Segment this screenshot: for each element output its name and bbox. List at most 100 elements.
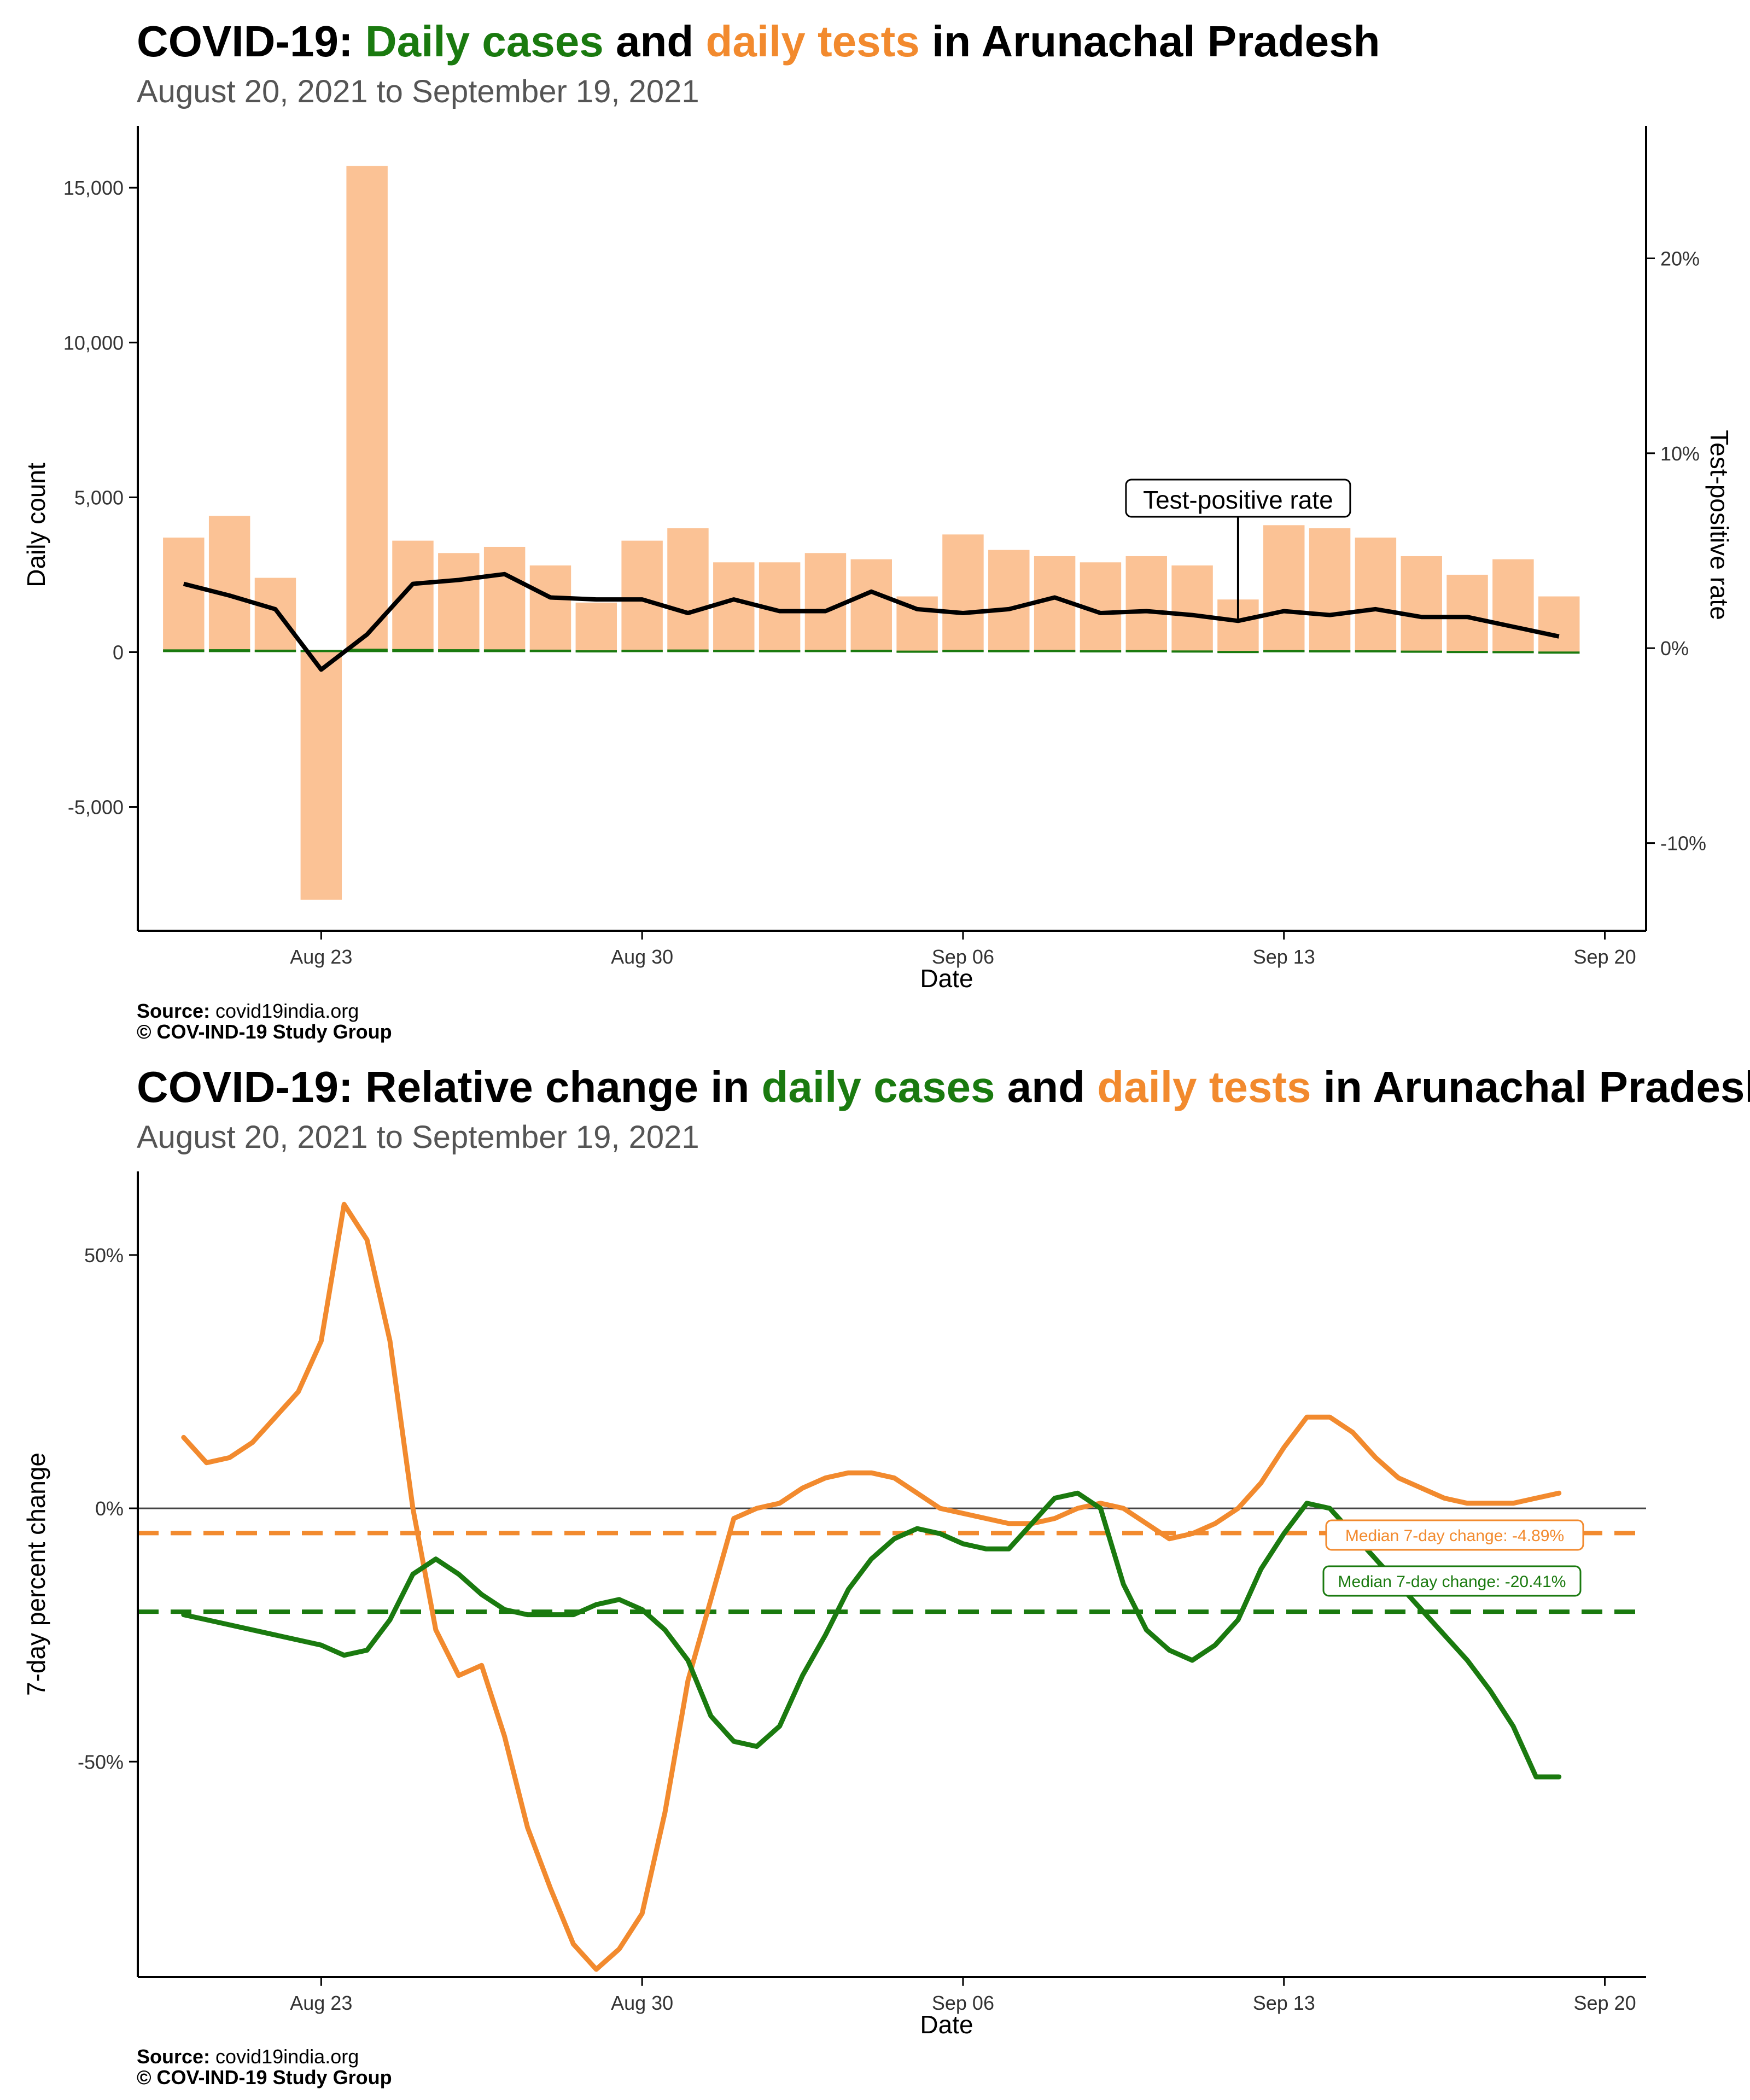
chart1-title-cases: Daily cases <box>365 17 604 66</box>
chart1-title-part-a: COVID-19: <box>137 17 365 66</box>
chart2-title-part-a: COVID-19: Relative change in <box>137 1063 762 1111</box>
tests-bar <box>1125 556 1167 652</box>
tests-bar <box>1446 574 1488 652</box>
y2-axis-label: Test-positive rate <box>1705 430 1734 620</box>
cases-bar <box>208 649 250 652</box>
y-axis-label: 7-day percent change <box>22 1452 50 1696</box>
annotation-label: Test-positive rate <box>1143 486 1333 514</box>
tests-bar <box>163 537 205 652</box>
y-tick-label: 0 <box>113 641 124 663</box>
cases-bar <box>1355 650 1397 653</box>
cases-bar <box>1309 650 1351 653</box>
cases-bar <box>254 649 296 652</box>
chart1-subtitle: August 20, 2021 to September 19, 2021 <box>137 74 699 109</box>
median-label: Median 7-day change: -20.41% <box>1338 1573 1566 1591</box>
annotation-box <box>1125 479 1351 518</box>
tests-bar <box>804 553 847 652</box>
chart1-source-label: Source: <box>137 1000 211 1022</box>
cases-bar <box>1446 651 1488 654</box>
chart2-title-part-e: in Arunachal Pradesh <box>1311 1063 1750 1111</box>
median-label-box <box>1322 1565 1582 1597</box>
chart2-source-label: Source: <box>137 2045 211 2068</box>
x-tick-label: Aug 23 <box>290 1992 352 2014</box>
x-tick-label: Aug 30 <box>611 1992 673 2014</box>
cases-bar <box>163 649 205 652</box>
chart2-title-tests: daily tests <box>1097 1063 1311 1111</box>
y2-tick-label: 0% <box>1660 637 1689 660</box>
tests-bar <box>300 652 342 900</box>
x-tick-label: Aug 23 <box>290 946 352 968</box>
tests-bar <box>1492 559 1534 652</box>
y-tick-label: 0% <box>95 1497 124 1520</box>
x-tick-label: Sep 20 <box>1573 1992 1636 2014</box>
y-axis-label: Daily count <box>22 463 50 587</box>
tests-bar <box>575 602 617 652</box>
tests-bar <box>942 534 984 652</box>
cases-bar <box>1263 650 1305 652</box>
cases-bar <box>438 649 480 652</box>
median-label: Median 7-day change: -4.89% <box>1345 1527 1564 1545</box>
median-label-box <box>1325 1519 1584 1551</box>
chart2-source-value: covid19india.org <box>210 2045 359 2068</box>
cases-bar <box>300 650 342 652</box>
y2-tick-label: 20% <box>1660 247 1700 270</box>
y-tick-label: 15,000 <box>63 177 124 199</box>
chart1-title-part-e: in Arunachal Pradesh <box>919 17 1380 66</box>
cases-bar <box>804 650 847 652</box>
cases-bar <box>1171 650 1213 653</box>
cases-bar <box>1217 651 1259 654</box>
x-axis-label: Date <box>920 964 973 993</box>
x-tick-label: Sep 06 <box>932 946 994 968</box>
chart1-copyright: © COV-IND-19 Study Group <box>137 1020 392 1043</box>
chart1-source: Source: covid19india.org <box>137 1001 359 1022</box>
cases-bar <box>346 649 388 652</box>
tests-bar <box>529 565 571 652</box>
chart1-source-value: covid19india.org <box>210 1000 359 1022</box>
tests-bar <box>1263 525 1305 652</box>
cases-bar <box>759 650 801 652</box>
cases-bar <box>621 650 663 652</box>
x-tick-label: Aug 30 <box>611 946 673 968</box>
chart1-title-tests: daily tests <box>705 17 920 66</box>
cases-bar <box>575 650 617 653</box>
chart2-title-part-c: and <box>995 1063 1098 1111</box>
cases-bar <box>850 650 892 652</box>
tests-bar <box>483 546 526 652</box>
y-tick-label: 5,000 <box>74 486 124 509</box>
tests-bar <box>713 562 755 652</box>
cases-bar <box>392 649 434 652</box>
x-axis-label: Date <box>920 2010 973 2039</box>
cases-bar <box>1080 650 1122 653</box>
x-tick-label: Sep 06 <box>932 1992 994 2014</box>
tests-bar <box>1309 528 1351 652</box>
tests-change-line <box>181 1201 1562 1972</box>
y-tick-label: -50% <box>78 1751 124 1773</box>
tests-bar <box>1355 537 1397 652</box>
cases-bar <box>667 649 709 652</box>
tests-bar <box>254 578 296 652</box>
chart1-title-part-c: and <box>603 17 706 66</box>
chart2-copyright: © COV-IND-19 Study Group <box>137 2066 392 2089</box>
x-tick-label: Sep 13 <box>1253 946 1315 968</box>
chart2-source: Source: covid19india.org <box>137 2046 359 2067</box>
chart1-plot: Test-positive rate -5,000 0 5,000 10,000 15,0… <box>22 126 1734 993</box>
chart2-subtitle: August 20, 2021 to September 19, 2021 <box>137 1119 699 1155</box>
tests-bar <box>1538 596 1580 652</box>
chart1-title: COVID-19: Daily cases and daily tests in… <box>137 16 1380 67</box>
x-tick-label: Sep 13 <box>1253 1992 1315 2014</box>
chart2-title-cases: daily cases <box>761 1063 995 1111</box>
tests-bar <box>438 553 480 652</box>
test-positive-rate-line <box>183 571 1560 672</box>
y-tick-label: -5,000 <box>68 796 124 819</box>
cases-bar <box>1401 650 1442 653</box>
x-tick-label: Sep 20 <box>1573 946 1636 968</box>
tests-bar <box>1401 556 1442 652</box>
cases-bar <box>896 650 938 653</box>
tests-bar <box>346 166 388 652</box>
cases-bar <box>988 650 1030 652</box>
cases-bar <box>1538 651 1580 654</box>
y-tick-label: 10,000 <box>63 331 124 354</box>
y2-tick-label: -10% <box>1660 832 1706 855</box>
tests-bar <box>1171 565 1213 652</box>
y2-tick-label: 10% <box>1660 442 1700 465</box>
